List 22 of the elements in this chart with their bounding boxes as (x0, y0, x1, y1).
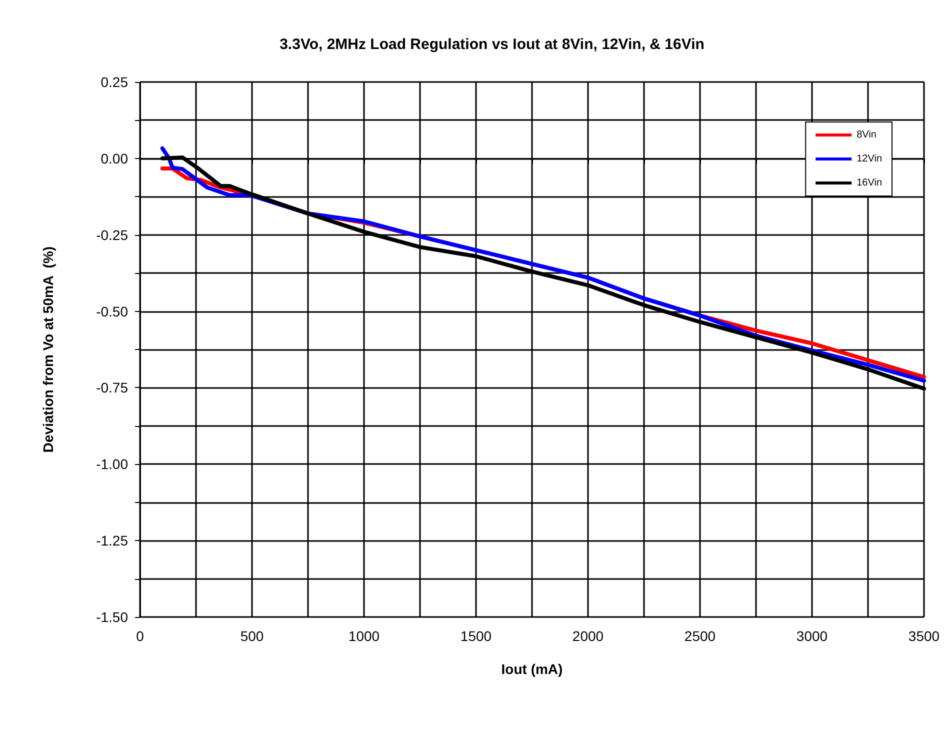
y-axis-title: Deviation from Vo at 50mA (%) (40, 246, 56, 453)
x-tick-label: 1000 (348, 628, 380, 644)
legend-label: 16Vin (856, 178, 882, 188)
x-tick-label: 500 (240, 628, 264, 644)
y-tick-label: 0.00 (100, 150, 128, 166)
y-tick-label: -0.25 (96, 226, 128, 243)
y-tick-label: -1.25 (96, 532, 128, 549)
x-axis-title: Iout (mA) (501, 661, 563, 677)
x-tick-label: 2000 (572, 628, 604, 644)
x-tick-label: 3000 (796, 628, 828, 644)
y-tick-label: -0.50 (96, 303, 128, 320)
x-tick-label: 1500 (460, 628, 492, 644)
y-tick-label: -1.00 (96, 456, 128, 472)
chart-title: 3.3Vo, 2MHz Load Regulation vs Iout at 8Vin, 12Vin, & 16Vin (280, 36, 704, 53)
legend-label: 8Vin (856, 130, 876, 140)
x-tick-label: 0 (136, 628, 144, 644)
y-tick-label: -1.50 (96, 609, 128, 625)
y-tick-label: -0.75 (96, 380, 128, 396)
x-tick-label: 3500 (908, 628, 940, 644)
legend-label: 12Vin (856, 154, 882, 164)
y-tick-label: 0.25 (100, 74, 128, 90)
x-tick-label: 2500 (684, 628, 716, 644)
